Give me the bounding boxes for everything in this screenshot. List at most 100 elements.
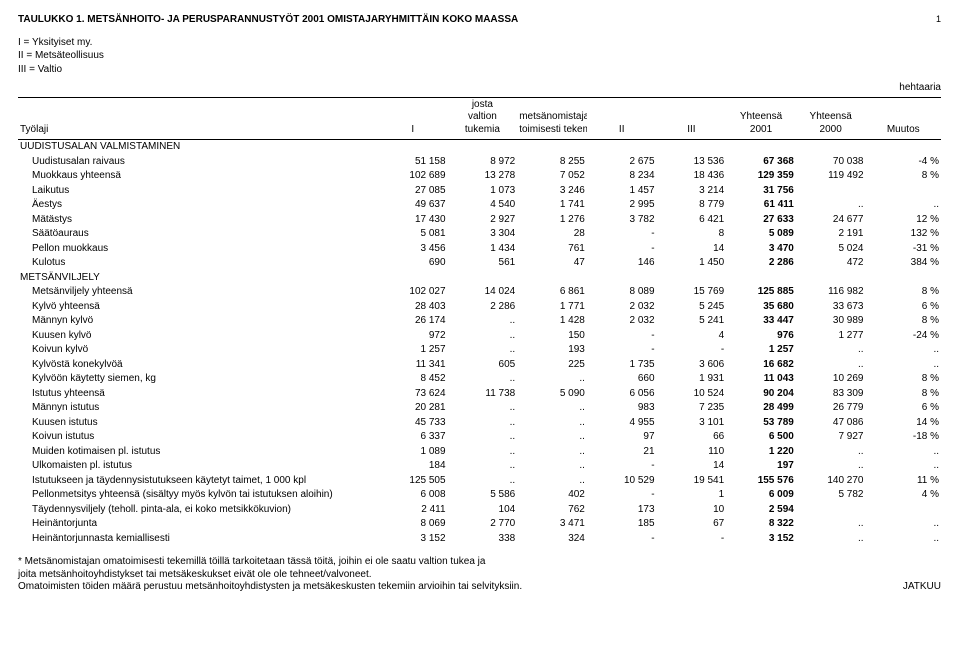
cell: .. [448, 459, 518, 474]
cell: .. [866, 343, 942, 358]
cell: 8 322 [726, 517, 796, 532]
cell-value: 8 322 [769, 518, 794, 529]
table-row: Muokkaus yhteensä102 68913 2787 0528 234… [18, 169, 941, 184]
cell: 1 428 [517, 314, 587, 329]
table-row: Koivun kylvö1 257..193--1 257.... [18, 343, 941, 358]
cell: 3 456 [378, 242, 448, 257]
cell: 14 % [866, 416, 942, 431]
table-row: Kuusen kylvö972..150-49761 277-24 % [18, 329, 941, 344]
cell-value: 27 633 [763, 214, 794, 225]
cell: 3 304 [448, 227, 518, 242]
cell: 28 403 [378, 300, 448, 315]
page: TAULUKKO 1. METSÄNHOITO- JA PERUSPARANNU… [0, 0, 959, 612]
cell: 6 % [866, 401, 942, 416]
table-row: Laikutus27 0851 0733 2461 4573 21431 756 [18, 184, 941, 199]
cell: .. [517, 430, 587, 445]
cell-value: 3 152 [769, 533, 794, 544]
cell: 3 246 [517, 184, 587, 199]
cell: 119 492 [796, 169, 866, 184]
table-row: Heinäntorjunta8 0692 7703 471185678 322.… [18, 517, 941, 532]
data-table: Työlaji I jostavaltiontukemia metsänomis… [18, 97, 941, 547]
cell: 5 245 [657, 300, 727, 315]
cell: 2 594 [726, 503, 796, 518]
cell: .. [448, 416, 518, 431]
cell: 2 927 [448, 213, 518, 228]
cell: -18 % [866, 430, 942, 445]
cell-value: 90 204 [763, 388, 794, 399]
cell: 7 052 [517, 169, 587, 184]
cell: 1 771 [517, 300, 587, 315]
cell: - [657, 343, 727, 358]
cell-value: 5 089 [769, 228, 794, 239]
cell: 140 270 [796, 474, 866, 489]
cell: 1 741 [517, 198, 587, 213]
cell: - [587, 329, 657, 344]
cell: 185 [587, 517, 657, 532]
cell: 33 673 [796, 300, 866, 315]
cell: 3 471 [517, 517, 587, 532]
cell: 102 027 [378, 285, 448, 300]
cell: .. [517, 474, 587, 489]
cell-value: 1 257 [769, 344, 794, 355]
cell: 1 257 [378, 343, 448, 358]
cell: 6 500 [726, 430, 796, 445]
cell: .. [448, 430, 518, 445]
cell: 10 524 [657, 387, 727, 402]
col-yht-2001: Yhteensä2001 [726, 97, 796, 140]
row-label: Ulkomaisten pl. istutus [18, 459, 378, 474]
cell: 7 235 [657, 401, 727, 416]
cell-value: 16 682 [763, 359, 794, 370]
cell: .. [866, 198, 942, 213]
col-tyolaji: Työlaji [18, 97, 378, 140]
cell: 762 [517, 503, 587, 518]
cell: 28 499 [726, 401, 796, 416]
cell: 1 220 [726, 445, 796, 460]
cell: 402 [517, 488, 587, 503]
cell: 31 756 [726, 184, 796, 199]
cell: 33 447 [726, 314, 796, 329]
cell: 5 241 [657, 314, 727, 329]
cell [796, 184, 866, 199]
cell: 2 770 [448, 517, 518, 532]
col-muutos: Muutos [866, 97, 942, 140]
table-row: Uudistusalan raivaus51 1588 9728 2552 67… [18, 155, 941, 170]
cell: - [657, 532, 727, 547]
row-label: Kuusen kylvö [18, 329, 378, 344]
cell: - [587, 242, 657, 257]
cell-value: 33 447 [763, 315, 794, 326]
cell-value: 61 411 [764, 199, 794, 210]
cell: 384 % [866, 256, 942, 271]
cell: .. [796, 517, 866, 532]
row-label: Koivun istutus [18, 430, 378, 445]
cell: 225 [517, 358, 587, 373]
cell-value: 3 470 [769, 243, 794, 254]
cell: .. [448, 343, 518, 358]
cell: 13 278 [448, 169, 518, 184]
cell: .. [866, 358, 942, 373]
cell: 17 430 [378, 213, 448, 228]
cell: 6 861 [517, 285, 587, 300]
cell: 5 081 [378, 227, 448, 242]
cell: 66 [657, 430, 727, 445]
cell: 605 [448, 358, 518, 373]
row-label: Männyn istutus [18, 401, 378, 416]
table-row: Täydennysviljely (teholl. pinta-ala, ei … [18, 503, 941, 518]
cell-value: 35 680 [763, 301, 794, 312]
cell: .. [448, 329, 518, 344]
cell: 97 [587, 430, 657, 445]
cell: 67 [657, 517, 727, 532]
cell: .. [796, 532, 866, 547]
cell: 2 995 [587, 198, 657, 213]
cell: -24 % [866, 329, 942, 344]
cell: 8 972 [448, 155, 518, 170]
cell: 5 586 [448, 488, 518, 503]
cell: 5 090 [517, 387, 587, 402]
row-label: Uudistusalan raivaus [18, 155, 378, 170]
cell: .. [866, 532, 942, 547]
page-title: TAULUKKO 1. METSÄNHOITO- JA PERUSPARANNU… [18, 14, 518, 27]
cell: 129 359 [726, 169, 796, 184]
cell: 125 885 [726, 285, 796, 300]
cell: 11 738 [448, 387, 518, 402]
cell: 27 633 [726, 213, 796, 228]
cell-value: 31 756 [763, 185, 794, 196]
